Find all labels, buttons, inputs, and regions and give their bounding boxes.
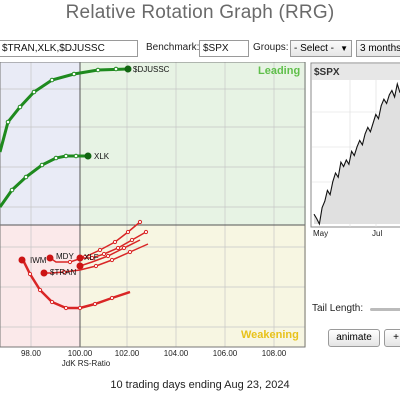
period-select[interactable]: 3 months xyxy=(356,40,400,57)
x-tick-108: 108.00 xyxy=(262,349,287,358)
benchmark-input[interactable]: $SPX xyxy=(199,40,249,57)
x-tick-102: 102.00 xyxy=(115,349,140,358)
tail-djussc[interactable]: $DJUSSC xyxy=(0,65,170,153)
point-label-xlk: XLK xyxy=(94,152,110,161)
x-tick-100: 100.00 xyxy=(68,349,93,358)
point-label-djussc: $DJUSSC xyxy=(133,65,170,74)
weakening-label: Weakening xyxy=(241,329,299,341)
point-label-tran: $TRAN xyxy=(50,268,76,277)
point-label-xlf: XLF xyxy=(84,253,99,262)
leading-quadrant xyxy=(80,62,306,225)
tail-tran[interactable]: $TRAN xyxy=(40,243,149,277)
tail-length-label: Tail Length: xyxy=(312,303,364,314)
grid xyxy=(0,62,305,347)
period-select-value: 3 months xyxy=(360,43,400,54)
tail-iwm[interactable]: IWM xyxy=(18,256,131,311)
animate-button[interactable]: animate xyxy=(328,329,380,347)
x-tick-104: 104.00 xyxy=(164,349,189,358)
chevron-down-icon: ▼ xyxy=(340,44,348,53)
extra-button[interactable]: + xyxy=(384,329,400,347)
x-axis-label: JdK RS-Ratio xyxy=(62,359,111,368)
symbols-input[interactable]: $TRAN,XLK,$DJUSSC xyxy=(0,40,138,57)
benchmark-label: Benchmark: xyxy=(146,42,200,53)
page-title: Relative Rotation Graph (RRG) xyxy=(65,2,335,23)
price-line xyxy=(313,81,400,226)
price-chart-title: $SPX xyxy=(314,67,340,78)
benchmark-price-chart: $SPX May Jul xyxy=(310,62,400,238)
tail-length-slider[interactable] xyxy=(370,308,400,311)
groups-select-value: - Select - xyxy=(294,43,335,54)
x-tick-98: 98.00 xyxy=(21,349,42,358)
rrg-chart[interactable]: Leading Weakening $DJUSSC XLK IWM MDY xyxy=(0,62,306,372)
leading-label: Leading xyxy=(258,65,300,77)
x-tick-106: 106.00 xyxy=(213,349,238,358)
groups-select[interactable]: - Select - ▼ xyxy=(290,40,352,57)
lagging-quadrant xyxy=(0,225,80,347)
chart-frame xyxy=(0,62,306,348)
tail-extra[interactable] xyxy=(76,239,141,270)
groups-label: Groups: xyxy=(253,42,289,53)
tail-mdy[interactable]: MDY xyxy=(46,219,143,265)
price-chart-header xyxy=(312,64,400,80)
price-x-tick-jul: Jul xyxy=(372,229,382,238)
tail-xlk[interactable]: XLK xyxy=(0,152,110,208)
price-x-tick-may: May xyxy=(313,229,328,238)
point-label-iwm: IWM xyxy=(30,256,47,265)
tail-xlf[interactable]: XLF xyxy=(76,229,149,262)
point-label-mdy: MDY xyxy=(56,252,74,261)
footer-caption: 10 trading days ending Aug 23, 2024 xyxy=(110,379,290,391)
